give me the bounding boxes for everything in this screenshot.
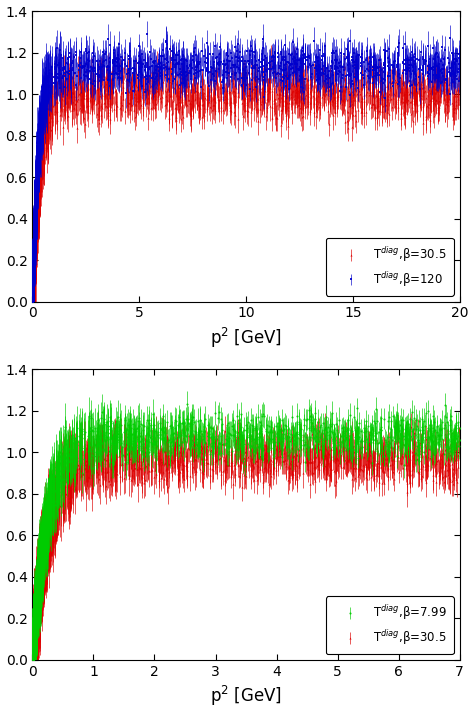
- X-axis label: p$^2$ [GeV]: p$^2$ [GeV]: [210, 684, 282, 708]
- X-axis label: p$^2$ [GeV]: p$^2$ [GeV]: [210, 326, 282, 350]
- Legend: T$^{diag}$,β=7.99, T$^{diag}$,β=30.5: T$^{diag}$,β=7.99, T$^{diag}$,β=30.5: [326, 596, 454, 654]
- Legend: T$^{diag}$,β=30.5, T$^{diag}$,β=120: T$^{diag}$,β=30.5, T$^{diag}$,β=120: [326, 238, 454, 296]
